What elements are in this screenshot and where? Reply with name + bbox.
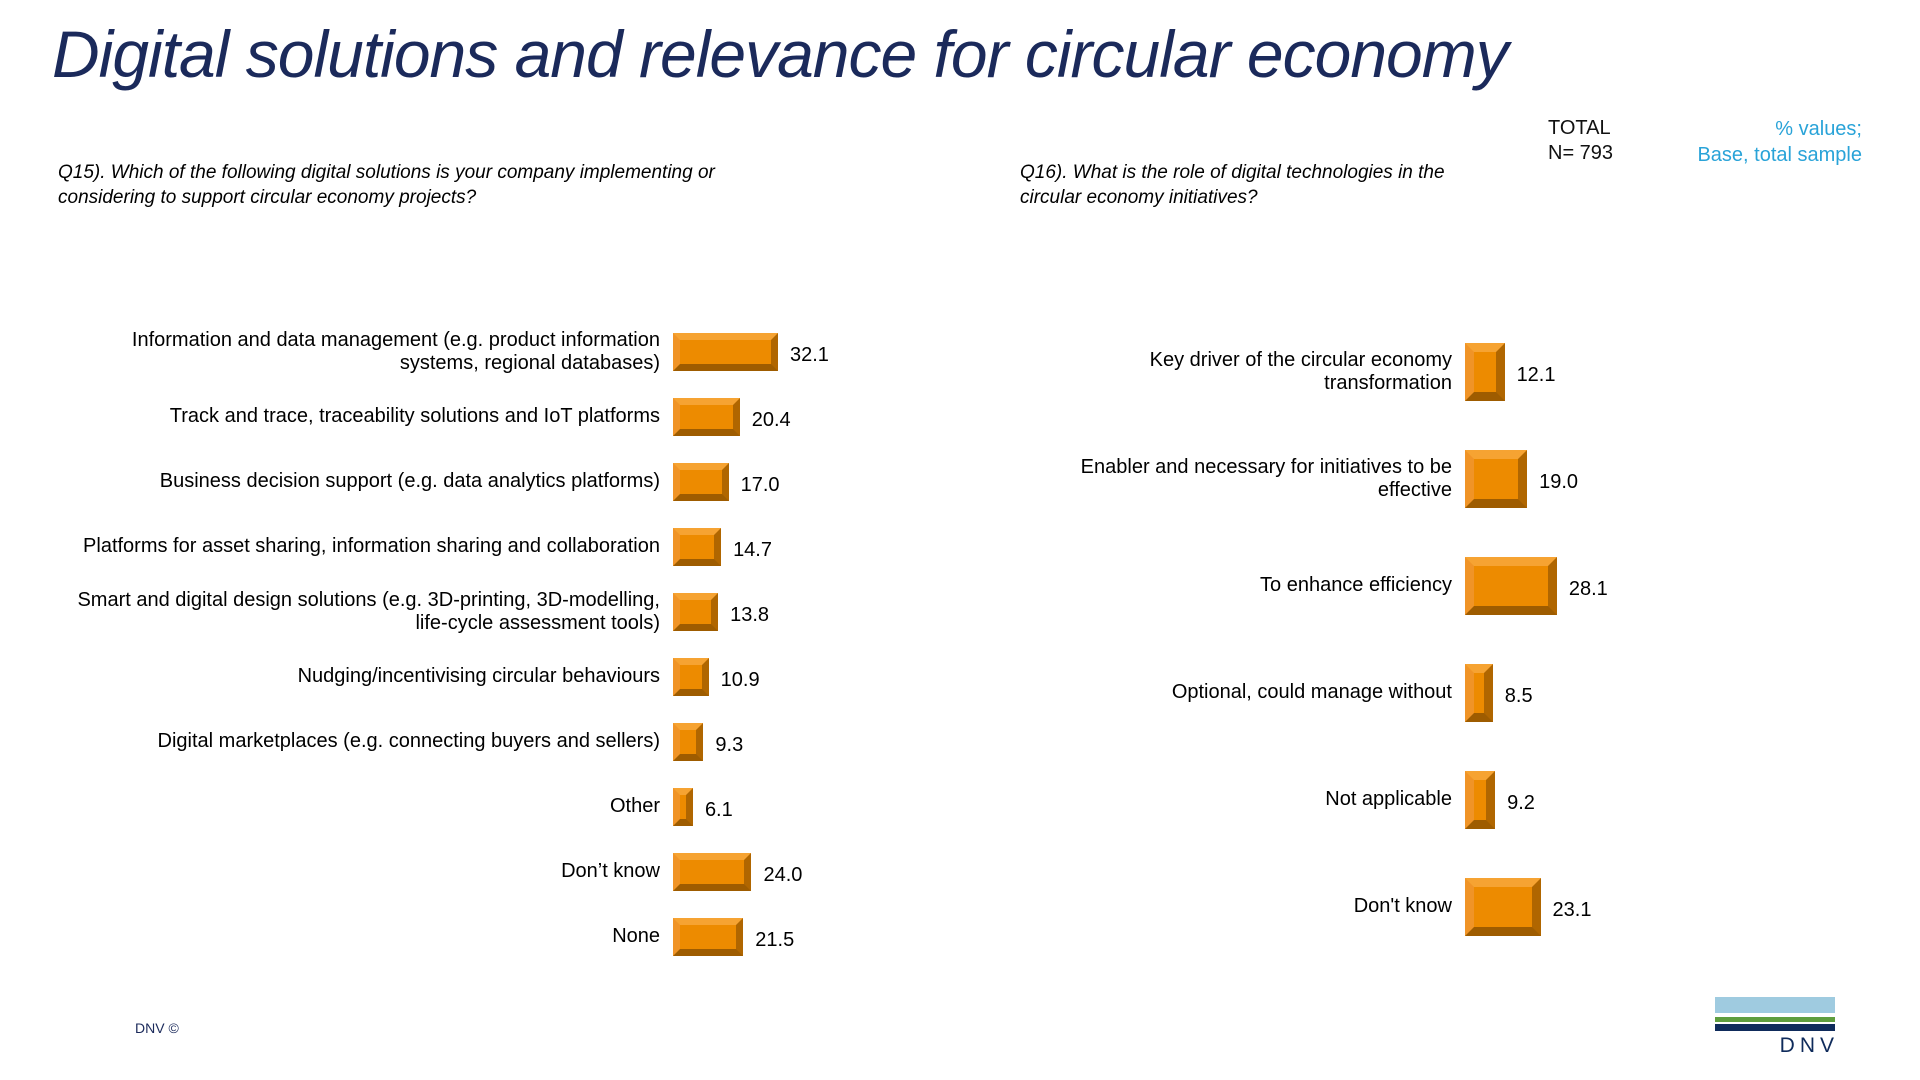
bar bbox=[673, 332, 778, 371]
category-label: Business decision support (e.g. data ana… bbox=[159, 470, 660, 492]
bar bbox=[1465, 663, 1493, 722]
bar bbox=[673, 462, 729, 501]
value-label: 6.1 bbox=[704, 799, 733, 821]
category-label: To enhance efficiency bbox=[1260, 574, 1452, 596]
question-q16: Q16). What is the role of digital techno… bbox=[1020, 162, 1445, 208]
base-note-line1: % values; bbox=[1775, 118, 1862, 140]
category-label: Information and data management (e.g. pr… bbox=[131, 328, 660, 374]
bar bbox=[673, 397, 740, 436]
bar bbox=[673, 657, 709, 696]
bar bbox=[1465, 877, 1541, 936]
base-note-line2: Base, total sample bbox=[1697, 144, 1862, 166]
chart-row: None 21.5 bbox=[60, 904, 829, 969]
bar bbox=[673, 592, 719, 631]
chart-row: Track and trace, traceability solutions … bbox=[60, 384, 829, 449]
category-label: Digital marketplaces (e.g. connecting bu… bbox=[157, 730, 660, 752]
page-title: Digital solutions and relevance for circ… bbox=[52, 17, 1509, 91]
bar bbox=[1465, 449, 1528, 508]
value-label: 10.9 bbox=[720, 669, 760, 691]
bar bbox=[1465, 770, 1496, 829]
value-label: 20.4 bbox=[751, 409, 791, 431]
category-label: Don’t know bbox=[561, 860, 660, 882]
chart-row: Not applicable 9.2 bbox=[1042, 746, 1608, 853]
category-label: Other bbox=[609, 795, 660, 817]
question-q15: Q15). Which of the following digital sol… bbox=[58, 162, 715, 208]
value-label: 12.1 bbox=[1516, 364, 1556, 386]
value-label: 9.2 bbox=[1507, 792, 1535, 814]
category-label: Enabler and necessary for initiatives to… bbox=[1080, 455, 1452, 501]
value-label: 21.5 bbox=[755, 929, 795, 951]
chart-row: Enabler and necessary for initiatives to… bbox=[1042, 425, 1608, 532]
logo-stripe-lightblue bbox=[1715, 997, 1835, 1013]
logo-stripe-navy bbox=[1715, 1024, 1835, 1031]
value-label: 9.3 bbox=[715, 734, 744, 756]
category-label: Track and trace, traceability solutions … bbox=[169, 405, 660, 427]
chart-row: Optional, could manage without 8.5 bbox=[1042, 639, 1608, 746]
chart-q15: Information and data management (e.g. pr… bbox=[60, 319, 829, 969]
bar bbox=[673, 527, 722, 566]
bar bbox=[673, 787, 693, 826]
value-label: 17.0 bbox=[740, 474, 780, 496]
value-label: 24.0 bbox=[763, 864, 803, 886]
bar bbox=[673, 852, 752, 891]
category-label: Not applicable bbox=[1325, 788, 1452, 810]
category-label: Nudging/incentivising circular behaviour… bbox=[297, 665, 660, 687]
dnv-logo: DNV bbox=[1715, 997, 1835, 1058]
sample-total-n: N= 793 bbox=[1548, 142, 1614, 164]
copyright-note: DNV © bbox=[135, 1020, 179, 1036]
value-label: 13.8 bbox=[730, 604, 770, 626]
sample-total-label: TOTAL bbox=[1548, 117, 1611, 139]
category-label: Smart and digital design solutions (e.g.… bbox=[77, 588, 660, 634]
chart-row: Key driver of the circular economy trans… bbox=[1042, 318, 1608, 425]
chart-row: Smart and digital design solutions (e.g.… bbox=[60, 579, 829, 644]
value-label: 14.7 bbox=[733, 539, 772, 561]
bar bbox=[1465, 556, 1557, 615]
category-label: Key driver of the circular economy trans… bbox=[1149, 348, 1452, 394]
value-label: 8.5 bbox=[1504, 685, 1533, 707]
value-label: 32.1 bbox=[789, 344, 829, 366]
logo-stripe-green bbox=[1715, 1017, 1835, 1022]
bar bbox=[673, 917, 744, 956]
value-label: 19.0 bbox=[1539, 471, 1579, 493]
chart-row: To enhance efficiency 28.1 bbox=[1042, 532, 1608, 639]
bar bbox=[1465, 342, 1505, 401]
chart-q16: Key driver of the circular economy trans… bbox=[1042, 318, 1608, 960]
category-label: Platforms for asset sharing, information… bbox=[83, 535, 660, 557]
chart-row: Information and data management (e.g. pr… bbox=[60, 319, 829, 384]
chart-row: Other 6.1 bbox=[60, 774, 829, 839]
chart-row: Business decision support (e.g. data ana… bbox=[60, 449, 829, 514]
sample-total: TOTAL N= 793 bbox=[1548, 116, 1613, 166]
bar bbox=[673, 722, 704, 761]
chart-row: Digital marketplaces (e.g. connecting bu… bbox=[60, 709, 829, 774]
chart-row: Nudging/incentivising circular behaviour… bbox=[60, 644, 829, 709]
value-label: 28.1 bbox=[1568, 578, 1608, 600]
chart-row: Don’t know 24.0 bbox=[60, 839, 829, 904]
category-label: Optional, could manage without bbox=[1171, 681, 1452, 703]
chart-row: Platforms for asset sharing, information… bbox=[60, 514, 829, 579]
value-label: 23.1 bbox=[1552, 899, 1592, 921]
category-label: Don't know bbox=[1353, 895, 1452, 917]
base-note: % values; Base, total sample bbox=[1697, 116, 1862, 168]
logo-wordmark: DNV bbox=[1779, 1034, 1839, 1057]
chart-row: Don't know 23.1 bbox=[1042, 853, 1608, 960]
category-label: None bbox=[612, 925, 660, 947]
